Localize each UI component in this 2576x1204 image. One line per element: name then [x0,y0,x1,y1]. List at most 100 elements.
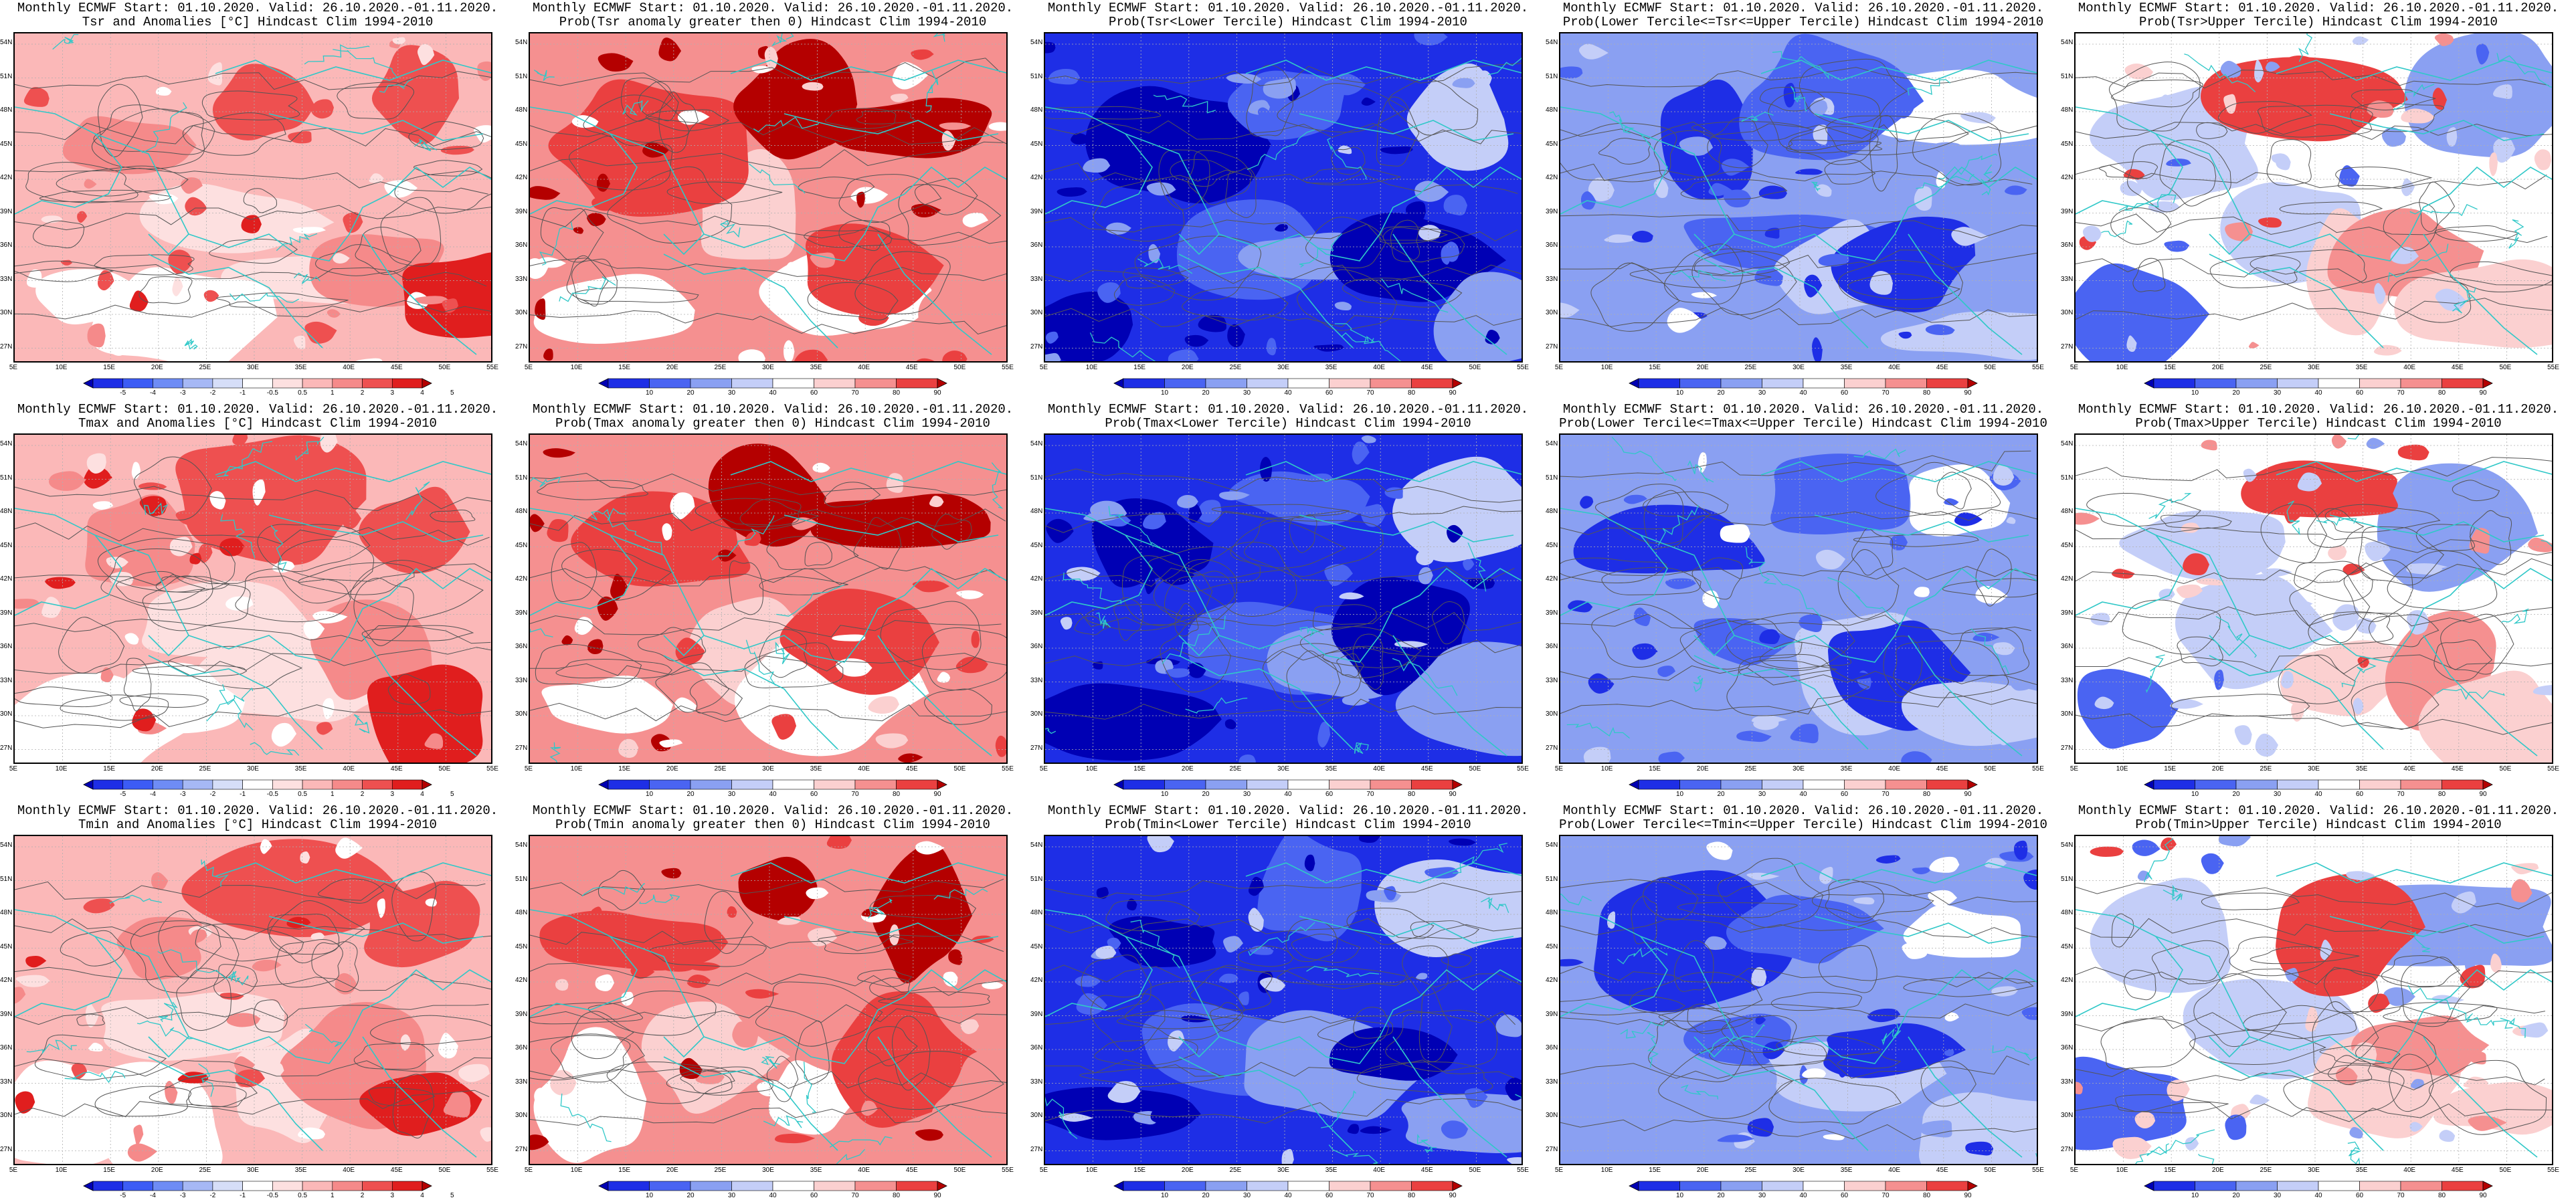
shaded-region [1374,859,1522,957]
color-bar-segment [122,779,153,790]
color-bar-segment [772,779,814,790]
temperature-contour [824,482,881,508]
color-bar-segment [1844,1181,1886,1191]
lon-tick-label: 35E [2355,765,2368,773]
color-bar-tick-label: -1 [240,1192,246,1199]
lat-tick-label: 39N [2061,207,2074,215]
lat-tick-label: 48N [515,909,528,916]
lat-tick-label: 27N [1030,1145,1043,1153]
coastline [1693,254,1869,348]
lon-tick-label: 20E [666,765,678,773]
color-bar-segment [1287,779,1329,790]
shaded-speckle [1901,751,1932,763]
lat-tick-label: 45N [0,140,13,148]
color-bar-tick-label: 40 [1284,1192,1292,1199]
temperature-contour [1560,995,1685,1015]
lon-tick-label: 45E [905,364,918,371]
coastline [877,1036,992,1158]
temperature-contour [1786,139,1883,154]
coastline [15,508,122,616]
temperature-contour [139,276,193,304]
shaded-speckle [2076,512,2100,525]
coastline [2329,514,2545,542]
temperature-contour [880,601,982,670]
color-bar-tick-label: 30 [1243,389,1251,397]
temperature-contour [638,81,679,122]
shaded-region [809,494,991,548]
isotherm-line [530,209,1006,244]
lon-tick-label: 15E [1133,765,1146,773]
shaded-speckle [203,290,219,302]
temperature-contour [1811,881,1934,918]
lon-tick-label: 45E [905,1167,918,1174]
lat-tick-label: 54N [0,39,13,46]
shaded-speckle [84,179,97,189]
shaded-speckle [127,1143,158,1162]
temperature-contour [1759,86,1826,112]
shaded-speckle [2365,541,2391,562]
color-bar-svg [2144,779,2493,790]
map-panel: Monthly ECMWF Start: 01.10.2020. Valid: … [1546,803,2061,1204]
shaded-speckle [745,989,779,999]
coastline [904,969,1006,997]
shaded-speckle [2339,165,2360,187]
temperature-contour [537,480,648,500]
temperature-contour [1838,260,1964,310]
temperature-contour [1182,287,1289,321]
border-line [2407,985,2474,1021]
lat-tick-label: 51N [2061,875,2074,883]
color-bar-segment [2153,779,2195,790]
border-line [1790,86,1807,112]
shaded-speckle [172,276,183,296]
shaded-speckle [1058,1113,1094,1122]
temperature-contour [2108,62,2201,132]
color-bar-segment [1679,779,1722,790]
shaded-region [2119,510,2286,582]
color-bar-segment [212,378,243,389]
color-bar-tick-label: 70 [1366,389,1374,397]
color-bar [1113,779,1463,790]
temperature-contour [1158,149,1210,210]
isotherm-line [2076,527,2552,556]
color-bar [1629,779,1978,790]
color-bar-svg [83,1181,432,1191]
lat-tick-label: 54N [1030,39,1043,46]
coastline [530,909,638,1017]
color-bar-tick-label: 90 [933,389,941,397]
shaded-region [1823,1023,1966,1078]
lat-tick-label: 48N [0,909,13,916]
color-bar-segment [896,1181,938,1191]
temperature-contour [1942,578,2037,598]
temperature-contour [2122,599,2221,655]
shaded-speckle [1148,243,1161,264]
temperature-contour [1244,518,1384,577]
isotherm-line [2076,70,2549,89]
temperature-contour [278,538,374,604]
color-bar-segment [1247,779,1289,790]
shaded-speckle [2249,1094,2270,1105]
lon-tick-label: 5E [2069,1167,2079,1174]
border-line [1467,542,1487,592]
shaded-region [1770,454,1910,535]
panel-title-line1: Monthly ECMWF Start: 01.10.2020. Valid: … [1562,1,2044,15]
temperature-contour [2111,79,2203,108]
temperature-contour [2110,207,2172,245]
temperature-contour [2450,261,2552,293]
temperature-contour [551,542,597,603]
color-bar-segment [896,378,938,389]
shaded-speckle [2140,136,2150,157]
shaded-speckle [139,496,167,516]
color-bar [83,1181,432,1191]
color-bar-tick-label: 20 [1202,389,1210,397]
color-bar-tick-label: -3 [179,791,186,798]
color-bar-segment [122,378,153,389]
shaded-speckle [1758,185,1787,199]
temperature-contour [2086,493,2202,527]
coastline [1419,166,1522,195]
shaded-speckle [915,1129,943,1141]
isotherm-line [1560,566,2037,581]
lat-tick-label: 36N [1030,1044,1043,1051]
temperature-contour [1709,1036,1827,1066]
lon-tick-label: 20E [1181,364,1194,371]
border-line [1453,842,1507,874]
